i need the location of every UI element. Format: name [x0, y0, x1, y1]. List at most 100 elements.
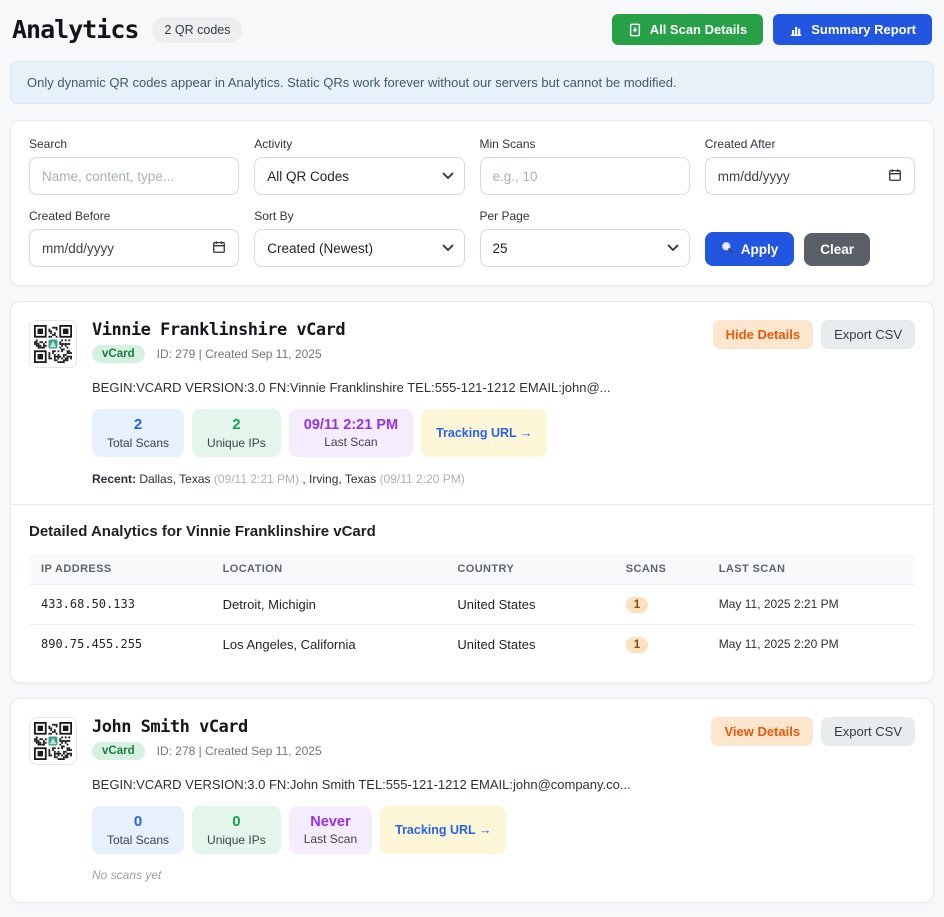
- cell-ip: 433.68.50.133: [29, 584, 211, 624]
- total-scans-label: Total Scans: [107, 436, 169, 450]
- created-before-date-input[interactable]: mm/dd/yyyy: [29, 229, 239, 267]
- filter-panel: Search Activity All QR Codes Min Scans: [10, 120, 934, 286]
- search-label: Search: [29, 137, 239, 151]
- export-csv-button[interactable]: Export CSV: [821, 717, 915, 746]
- last-scan-value: Never: [304, 813, 357, 831]
- sort-by-field-group: Sort By Created (Newest): [254, 209, 464, 267]
- tracking-url-label: Tracking URL →: [436, 426, 532, 440]
- per-page-field-group: Per Page 25: [480, 209, 690, 267]
- all-scan-details-button[interactable]: All Scan Details: [612, 14, 764, 45]
- hide-details-button[interactable]: Hide Details: [713, 320, 813, 349]
- scan-count-badge: 1: [626, 637, 648, 653]
- activity-label: Activity: [254, 137, 464, 151]
- qr-info: Vinnie Franklinshire vCard vCard ID: 279…: [92, 320, 698, 363]
- all-scan-details-label: All Scan Details: [650, 22, 748, 37]
- apply-button[interactable]: Apply: [705, 232, 795, 266]
- tracking-url-link[interactable]: Tracking URL →: [380, 806, 506, 854]
- recent-label: Recent:: [92, 472, 136, 486]
- sort-by-label: Sort By: [254, 209, 464, 223]
- activity-field-group: Activity All QR Codes: [254, 137, 464, 195]
- scan-count-badge: 1: [626, 597, 648, 613]
- created-after-label: Created After: [705, 137, 915, 151]
- bar-chart-icon: [789, 23, 803, 37]
- min-scans-label: Min Scans: [480, 137, 690, 151]
- total-scans-stat: 2 Total Scans: [92, 409, 184, 457]
- min-scans-field-group: Min Scans: [480, 137, 690, 195]
- sort-by-select[interactable]: Created (Newest): [254, 229, 464, 267]
- unique-ips-value: 2: [207, 416, 266, 435]
- qr-count-badge: 2 QR codes: [152, 17, 242, 43]
- qr-code-thumbnail: [29, 717, 77, 765]
- cell-last-scan: May 11, 2025 2:20 PM: [707, 624, 915, 664]
- cell-location: Detroit, Michigin: [211, 584, 446, 624]
- last-scan-value: 09/11 2:21 PM: [304, 416, 398, 434]
- recent-time: (09/11 2:21 PM): [214, 472, 299, 486]
- table-header-row: IP ADDRESS LOCATION COUNTRY SCANS LAST S…: [29, 554, 915, 585]
- created-before-field-group: Created Before mm/dd/yyyy: [29, 209, 239, 267]
- no-scans-message: No scans yet: [92, 868, 915, 882]
- type-badge: vCard: [92, 742, 145, 760]
- unique-ips-label: Unique IPs: [207, 436, 266, 450]
- created-after-field-group: Created After mm/dd/yyyy: [705, 137, 915, 195]
- summary-report-button[interactable]: Summary Report: [773, 14, 932, 45]
- column-header-scans: SCANS: [614, 554, 707, 585]
- filter-actions: Apply Clear: [705, 209, 915, 267]
- recent-location: Irving, Texas: [309, 472, 376, 486]
- calendar-icon[interactable]: [888, 168, 902, 185]
- topbar: Analytics 2 QR codes All Scan Details: [10, 10, 934, 51]
- recent-separator: ,: [302, 472, 305, 486]
- clear-button[interactable]: Clear: [804, 233, 870, 266]
- last-scan-stat: Never Last Scan: [289, 806, 372, 854]
- table-row: 890.75.455.255 Los Angeles, California U…: [29, 624, 915, 664]
- last-scan-label: Last Scan: [304, 832, 357, 846]
- min-scans-input[interactable]: [480, 157, 690, 195]
- qr-meta: ID: 279 | Created Sep 11, 2025: [157, 347, 322, 361]
- scan-details-table: IP ADDRESS LOCATION COUNTRY SCANS LAST S…: [29, 554, 915, 664]
- detailed-analytics-heading: Detailed Analytics for Vinnie Franklinsh…: [29, 523, 915, 540]
- qr-meta: ID: 278 | Created Sep 11, 2025: [157, 744, 322, 758]
- last-scan-label: Last Scan: [304, 435, 398, 449]
- unique-ips-stat: 0 Unique IPs: [192, 806, 281, 854]
- search-icon: [721, 241, 734, 257]
- recent-location: Dallas, Texas: [139, 472, 210, 486]
- unique-ips-stat: 2 Unique IPs: [192, 409, 281, 457]
- per-page-select[interactable]: 25: [480, 229, 690, 267]
- view-details-button[interactable]: View Details: [711, 717, 813, 746]
- qr-code-thumbnail: [29, 320, 77, 368]
- cell-country: United States: [445, 584, 613, 624]
- info-banner-text: Only dynamic QR codes appear in Analytic…: [27, 75, 677, 90]
- export-csv-button[interactable]: Export CSV: [821, 320, 915, 349]
- column-header-location: LOCATION: [211, 554, 446, 585]
- qr-title: Vinnie Franklinshire vCard: [92, 320, 698, 340]
- created-before-value: mm/dd/yyyy: [42, 241, 114, 256]
- last-scan-stat: 09/11 2:21 PM Last Scan: [289, 409, 413, 457]
- calendar-icon[interactable]: [212, 240, 226, 257]
- total-scans-value: 0: [107, 813, 169, 832]
- qr-content-preview: BEGIN:VCARD VERSION:3.0 FN:John Smith TE…: [92, 777, 915, 792]
- table-row: 433.68.50.133 Detroit, Michigin United S…: [29, 584, 915, 624]
- qr-card-john: John Smith vCard vCard ID: 278 | Created…: [10, 698, 934, 903]
- activity-select[interactable]: All QR Codes: [254, 157, 464, 195]
- search-input[interactable]: [29, 157, 239, 195]
- total-scans-label: Total Scans: [107, 833, 169, 847]
- recent-scans-line: Recent: Dallas, Texas (09/11 2:21 PM) , …: [92, 472, 915, 486]
- unique-ips-value: 0: [207, 813, 266, 832]
- qr-content-preview: BEGIN:VCARD VERSION:3.0 FN:Vinnie Frankl…: [92, 380, 915, 395]
- tracking-url-link[interactable]: Tracking URL →: [421, 409, 547, 457]
- created-after-date-input[interactable]: mm/dd/yyyy: [705, 157, 915, 195]
- type-badge: vCard: [92, 345, 145, 363]
- column-header-country: COUNTRY: [445, 554, 613, 585]
- apply-label: Apply: [741, 242, 779, 257]
- created-before-label: Created Before: [29, 209, 239, 223]
- stats-row: 0 Total Scans 0 Unique IPs Never Last Sc…: [92, 806, 915, 854]
- cell-scans: 1: [614, 624, 707, 664]
- topbar-actions: All Scan Details Summary Report: [612, 14, 932, 45]
- tracking-url-label: Tracking URL →: [395, 823, 491, 837]
- cell-ip: 890.75.455.255: [29, 624, 211, 664]
- qr-card-vinnie: Vinnie Franklinshire vCard vCard ID: 279…: [10, 301, 934, 683]
- info-banner: Only dynamic QR codes appear in Analytic…: [10, 61, 934, 104]
- search-field-group: Search: [29, 137, 239, 195]
- document-icon: [628, 23, 642, 37]
- qr-title: John Smith vCard: [92, 717, 696, 737]
- card-divider: [11, 504, 933, 505]
